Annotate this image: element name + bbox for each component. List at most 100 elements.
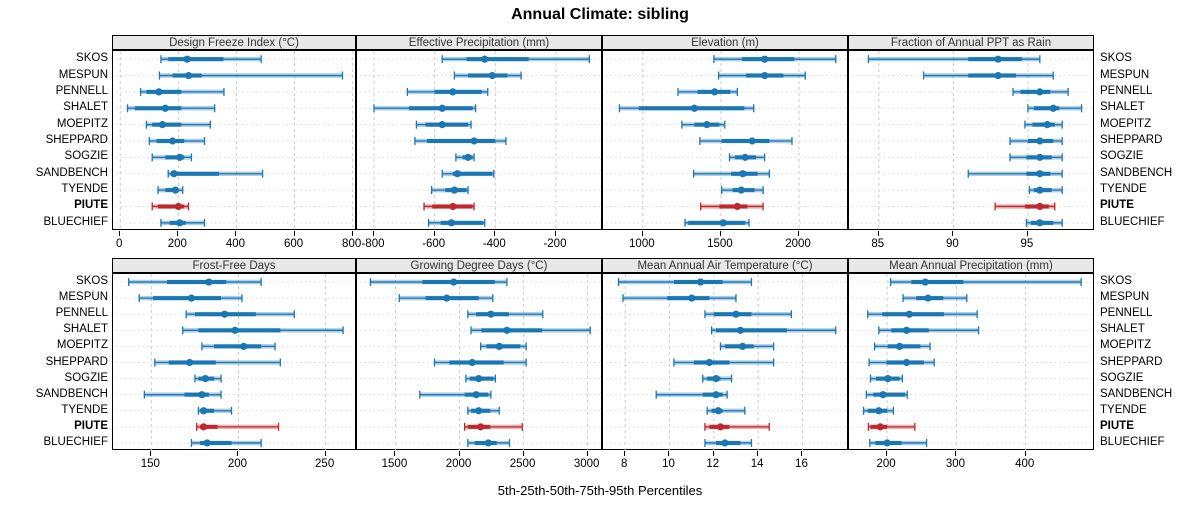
median-dot [495, 342, 503, 351]
axis-tick-label: 3000 [573, 458, 600, 470]
axis-tick-mark [394, 451, 396, 456]
axis-tick-label: 2500 [509, 458, 536, 470]
median-dot [732, 310, 740, 318]
median-dot [739, 170, 747, 178]
station-label-right: MESPUN [1100, 291, 1150, 304]
station-label-right: PENNELL [1100, 84, 1153, 97]
axis-tick-label: 800 [342, 238, 362, 250]
panel-plot-area [848, 273, 1094, 451]
axis-tick-mark [877, 231, 879, 236]
station-label-right: PIUTE [1100, 419, 1134, 432]
station-label-left: SANDBENCH [35, 166, 108, 179]
station-label-right: SOGZIE [1100, 150, 1144, 163]
panel-canvas [116, 51, 354, 231]
panel-canvas [852, 274, 1092, 451]
axis-tick-mark [324, 451, 326, 456]
axis-tick-mark [624, 451, 626, 456]
axis-tick-label: 1500 [707, 238, 733, 250]
panel-strip-title: Design Freeze Index (°C) [112, 35, 356, 50]
x-axis: 1500 2000 2500 3000 [356, 451, 602, 475]
median-dot [503, 326, 511, 334]
station-label-left: TYENDE [61, 403, 108, 416]
median-dot [1036, 170, 1044, 178]
station-label-left: MOEPITZ [56, 117, 108, 130]
x-axis-caption: 5th-25th-50th-75th-95th Percentiles [497, 483, 703, 498]
axis-tick-mark [235, 231, 237, 236]
station-label-right: MESPUN [1100, 68, 1150, 81]
median-dot [171, 186, 180, 194]
station-label-right: SHALET [1100, 323, 1145, 336]
median-dot [453, 170, 462, 178]
median-dot [186, 358, 194, 367]
axis-tick-mark [712, 451, 714, 456]
axis-tick-mark [119, 231, 121, 236]
station-label-left: SOGZIE [64, 150, 108, 163]
axis-tick-mark [293, 231, 295, 236]
median-dot [203, 439, 211, 447]
panel-strip-title: Growing Degree Days (°C) [356, 258, 602, 273]
axis-tick-label: 16 [795, 458, 808, 470]
station-label-right: BLUECHIEF [1100, 435, 1165, 448]
panel-strip-title: Mean Annual Precipitation (mm) [848, 258, 1094, 273]
axis-tick-mark [1026, 231, 1028, 236]
x-axis: 200 300 400 [848, 451, 1094, 475]
median-dot [714, 407, 722, 415]
panel-canvas [606, 51, 846, 231]
median-dot [170, 170, 178, 178]
axis-tick-mark [458, 451, 460, 456]
station-label-left: PENNELL [55, 307, 108, 320]
station-label-left: TYENDE [61, 183, 108, 196]
station-label-left: MOEPITZ [56, 339, 108, 352]
median-dot [688, 294, 696, 302]
panel-canvas [116, 274, 354, 451]
median-dot [994, 55, 1002, 63]
median-dot [1036, 219, 1044, 227]
median-dot [1043, 121, 1051, 129]
median-dot [703, 121, 711, 129]
median-dot [200, 407, 208, 415]
panel-canvas [606, 274, 846, 451]
median-dot [176, 153, 184, 161]
median-dot [449, 88, 457, 96]
median-dot [716, 423, 725, 431]
axis-tick-mark [641, 231, 643, 236]
axis-tick-mark [150, 451, 152, 456]
median-dot [921, 278, 929, 286]
axis-tick-label: 400 [225, 238, 246, 250]
station-label-left: BLUECHIEF [43, 435, 108, 448]
axis-tick-label: 200 [167, 238, 187, 250]
station-label-right: SKOS [1100, 52, 1132, 65]
median-dot [470, 137, 478, 145]
station-label-right: PENNELL [1100, 307, 1153, 320]
median-dot [472, 391, 480, 399]
median-dot [168, 137, 177, 145]
median-dot [905, 310, 913, 318]
median-dot [1036, 137, 1044, 145]
median-dot [484, 439, 492, 447]
station-label-right: SHEPPARD [1100, 355, 1163, 368]
median-dot [736, 326, 745, 334]
median-dot [205, 278, 213, 286]
axis-tick-label: 250 [315, 458, 335, 470]
median-dot [712, 374, 720, 383]
axis-tick-label: 2000 [785, 238, 811, 250]
axis-tick-mark [1024, 451, 1026, 456]
axis-tick-mark [494, 231, 496, 236]
axis-tick-mark [372, 231, 374, 236]
station-label-left: SHEPPARD [45, 355, 108, 368]
median-dot [438, 104, 446, 112]
station-label-right: BLUECHIEF [1100, 215, 1165, 228]
median-dot [761, 71, 769, 80]
panel-plot-area [848, 50, 1094, 231]
x-axis: 150 200 250 [112, 451, 356, 475]
median-dot [198, 391, 206, 399]
median-dot [690, 104, 698, 112]
station-label-left: PIUTE [74, 419, 108, 432]
station-label-right: MOEPITZ [1100, 117, 1152, 130]
axis-tick-mark [554, 231, 556, 236]
axis-tick-label: 14 [750, 458, 764, 470]
median-dot [161, 104, 169, 112]
station-label-right: SANDBENCH [1100, 387, 1173, 400]
median-dot [876, 423, 884, 431]
